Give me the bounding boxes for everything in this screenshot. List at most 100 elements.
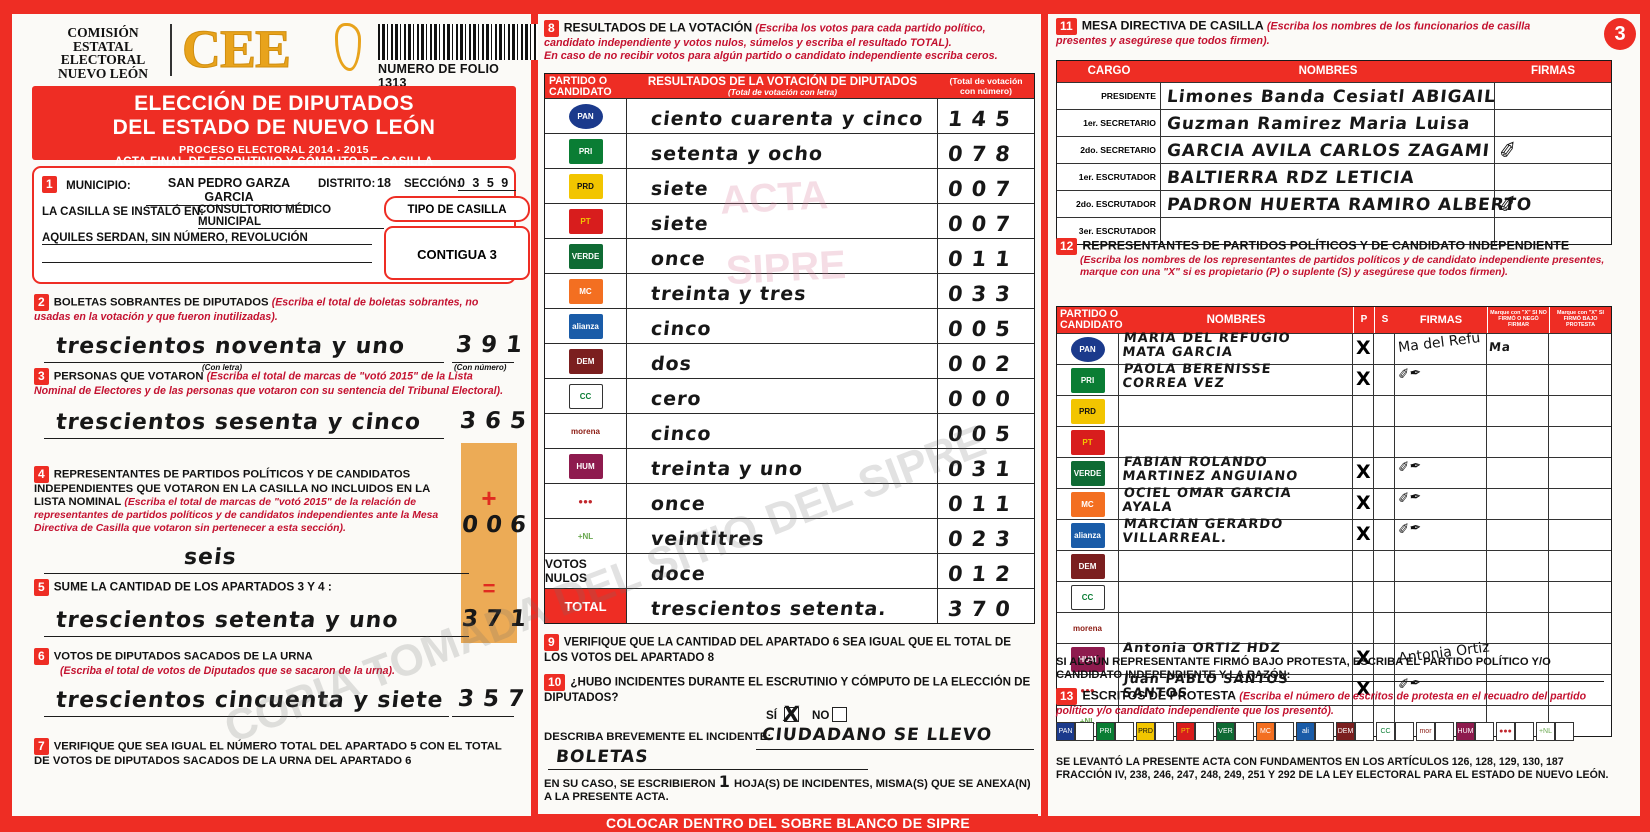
protest-count-box[interactable] [1075, 722, 1094, 741]
rep-suplente-cell[interactable] [1374, 551, 1395, 581]
rep-propietario-cell[interactable]: X [1353, 365, 1374, 395]
rep-propietario-cell[interactable]: X [1353, 520, 1374, 550]
rep-table-row: CC [1057, 581, 1611, 612]
rep-nombre-cell: MARCIAN GERARDO VILLARREAL. [1119, 517, 1353, 550]
rep-nofirmo-cell[interactable] [1487, 582, 1549, 612]
rep-table-row: PAN MARIA DEL REFUGIO MATA GARCIA X Ma del … [1057, 330, 1611, 364]
protest-count-box[interactable] [1355, 722, 1374, 741]
protest-count-box[interactable] [1195, 722, 1214, 741]
protest-party-logo-pri-icon: PRI [1096, 722, 1115, 741]
rep-propietario-cell[interactable]: X [1353, 334, 1374, 364]
rep-suplente-cell[interactable] [1374, 644, 1395, 674]
rep-protesta-cell[interactable] [1549, 427, 1611, 457]
rep-nofirmo-cell[interactable] [1487, 644, 1549, 674]
mesa-directiva-table: CARGO NOMBRES FIRMAS PRESIDENTE Limones B… [1056, 60, 1612, 245]
rep-protesta-cell[interactable] [1549, 551, 1611, 581]
party-logo-pt-icon: PT [568, 208, 603, 234]
rep-suplente-cell[interactable] [1374, 458, 1395, 488]
rep-nofirmo-cell[interactable] [1487, 551, 1549, 581]
section-12-note: (Escriba los nombres de los representant… [1080, 255, 1605, 278]
rep-protesta-cell[interactable] [1549, 489, 1611, 519]
rep-propietario-cell[interactable]: X [1353, 458, 1374, 488]
rep-protesta-cell[interactable] [1549, 396, 1611, 426]
rep-nofirmo-cell[interactable] [1487, 365, 1549, 395]
protest-count-box[interactable] [1475, 722, 1494, 741]
rep-nofirmo-cell[interactable] [1487, 489, 1549, 519]
rep-propietario-cell[interactable]: X [1353, 675, 1374, 705]
votes-letra-value: veintitres [649, 528, 766, 550]
rep-suplente-cell[interactable] [1374, 427, 1395, 457]
rep-col-extra-1: Marque con "X" SI NO FIRMÓ O NEGÓ FIRMAR [1487, 307, 1549, 333]
votes-letra-cell: treinta y tres [627, 274, 938, 308]
rep-protesta-cell[interactable] [1549, 613, 1611, 643]
rep-suplente-cell[interactable] [1374, 582, 1395, 612]
protest-count-box[interactable] [1115, 722, 1134, 741]
rep-protesta-cell[interactable] [1549, 334, 1611, 364]
rep-propietario-cell[interactable]: X [1353, 489, 1374, 519]
rep-nofirmo-cell[interactable] [1487, 675, 1549, 705]
rep-nofirmo-cell[interactable]: Ma [1487, 334, 1549, 364]
rep-p-mark: X [1356, 461, 1371, 483]
rep-suplente-cell[interactable] [1374, 520, 1395, 550]
protest-count-box[interactable] [1395, 722, 1414, 741]
protest-count-box[interactable] [1515, 722, 1534, 741]
votes-letra-cell: veintitres [627, 519, 938, 553]
protest-count-box[interactable] [1435, 722, 1454, 741]
votes-party-cell: PAN [545, 99, 627, 133]
protest-count-box[interactable] [1235, 722, 1254, 741]
rep-propietario-cell[interactable] [1353, 582, 1374, 612]
rep-suplente-cell[interactable] [1374, 334, 1395, 364]
rep-suplente-cell[interactable] [1374, 396, 1395, 426]
rep-propietario-cell[interactable] [1353, 551, 1374, 581]
rep-nofirmo-cell[interactable] [1487, 520, 1549, 550]
votes-numero-value: 370 [946, 597, 1021, 621]
no-checkbox[interactable] [832, 707, 847, 722]
rep-suplente-cell[interactable] [1374, 675, 1395, 705]
rep-propietario-cell[interactable] [1353, 396, 1374, 426]
protest-box-group: CC [1376, 722, 1414, 741]
protest-box-group: MC [1256, 722, 1294, 741]
rep-protesta-cell[interactable] [1549, 582, 1611, 612]
rep-nofirmo-cell[interactable] [1487, 396, 1549, 426]
rep-suplente-cell[interactable] [1374, 613, 1395, 643]
rep-protesta-cell[interactable] [1549, 520, 1611, 550]
votes-letra-value: cero [649, 388, 703, 410]
rep-propietario-cell[interactable] [1353, 427, 1374, 457]
rep-col-nombres: NOMBRES [1206, 314, 1266, 326]
protest-party-logo-alianza-icon: ali [1296, 722, 1315, 741]
protest-count-box[interactable] [1555, 722, 1574, 741]
rep-firma-cell [1395, 396, 1487, 426]
votes-party-cell: CC [545, 379, 627, 413]
rep-nombre-value: PAOLA BERENISSE CORREA VEZ [1121, 362, 1273, 391]
protest-count-box[interactable] [1155, 722, 1174, 741]
tipo-casilla-value: CONTIGUA 3 [384, 226, 530, 280]
rep-suplente-cell[interactable] [1374, 489, 1395, 519]
municipio-value: SAN PEDRO GARZA GARCIA [146, 176, 312, 206]
rep-protesta-cell[interactable] [1549, 365, 1611, 395]
section-11-title: MESA DIRECTIVA DE CASILLA [1081, 18, 1264, 33]
mesa-nombre-cell: GARCIA AVILA CARLOS ZAGAMI [1161, 137, 1495, 163]
mesa-firma-cell [1495, 110, 1611, 136]
rep-protesta-cell[interactable] [1549, 458, 1611, 488]
si-checkbox[interactable] [784, 707, 799, 722]
rep-propietario-cell[interactable]: X [1353, 644, 1374, 674]
representantes-table: PARTIDO O CANDIDATO NOMBRES P S FIRMAS M… [1056, 306, 1612, 737]
rep-nofirmo-cell[interactable] [1487, 427, 1549, 457]
rep-nofirmo-cell[interactable] [1487, 613, 1549, 643]
rep-table-row: ●●● Juan PABLO SANTOS SANTOS X ✐✒ [1057, 672, 1611, 705]
protest-count-box[interactable] [1275, 722, 1294, 741]
rep-col-extra-2: Marque con "X" SI FIRMÓ BAJO PROTESTA [1549, 307, 1611, 333]
rep-suplente-cell[interactable] [1374, 365, 1395, 395]
rep-propietario-cell[interactable] [1353, 613, 1374, 643]
party-logo-pri-icon: PRI [1070, 367, 1105, 393]
votes-party-cell: ●●● [545, 484, 627, 518]
rep-nofirmo-cell[interactable] [1487, 458, 1549, 488]
rep-propietario-cell[interactable] [1353, 706, 1374, 736]
protest-party-logo-masnl-icon: +NL [1536, 722, 1555, 741]
rep-nofirmo-cell[interactable] [1487, 706, 1549, 736]
protest-count-box[interactable] [1315, 722, 1334, 741]
votes-numero-value: 011 [946, 492, 1021, 516]
rep-suplente-cell[interactable] [1374, 706, 1395, 736]
title-line-1: ELECCIÓN DE DIPUTADOS [134, 92, 414, 115]
